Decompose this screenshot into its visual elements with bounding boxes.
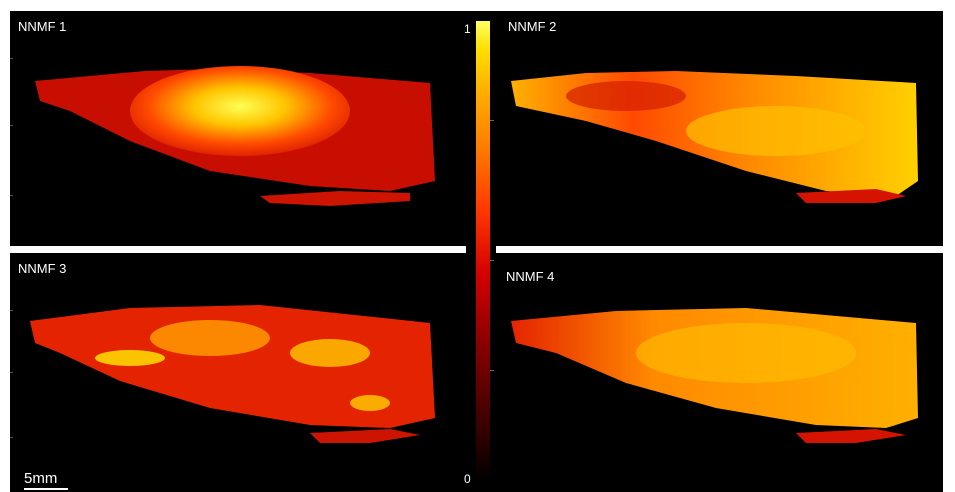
- colorbar-tick: [490, 370, 494, 371]
- axis-tick: [10, 125, 13, 126]
- axis-tick: [10, 372, 13, 373]
- axis-tick: [10, 195, 13, 196]
- panel-label: NNMF 3: [18, 261, 67, 276]
- colorbar-max-label: 1: [464, 22, 471, 36]
- nnmf-1-map: [35, 66, 435, 206]
- nnmf-3-panel: NNMF 3: [10, 253, 466, 492]
- nnmf-3-map: [30, 305, 435, 443]
- axis-tick: [10, 58, 13, 59]
- nnmf-1-panel: NNMF 1: [10, 11, 466, 246]
- nnmf-2-panel: NNMF 2: [496, 11, 943, 246]
- colorbar-min-label: 0: [464, 472, 471, 486]
- panel-label: NNMF 1: [18, 19, 67, 34]
- panel-label: NNMF 2: [508, 19, 557, 34]
- nnmf-4-map: [511, 308, 918, 443]
- nnmf-4-panel: NNMF 4: [496, 253, 943, 492]
- colorbar-tick: [490, 120, 494, 121]
- colorbar-tick: [490, 260, 494, 261]
- colorbar: [476, 21, 490, 481]
- nnmf-2-map: [511, 71, 918, 203]
- axis-tick: [10, 437, 13, 438]
- axis-tick: [10, 310, 13, 311]
- scalebar-label: 5mm: [24, 470, 58, 487]
- panel-label: NNMF 4: [506, 269, 555, 284]
- scalebar: [24, 488, 68, 490]
